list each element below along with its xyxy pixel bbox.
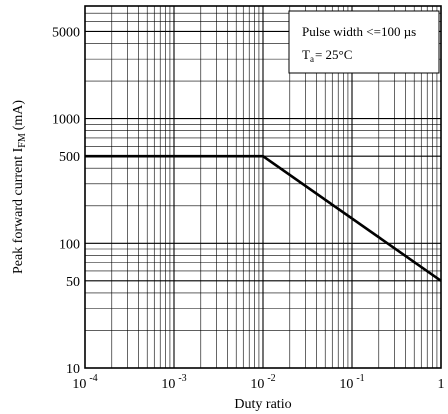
x-tick-label: 10 -3 <box>161 373 186 392</box>
y-tick-label: 5000 <box>52 25 80 40</box>
annotation-line-temp: Ta= 25°C <box>302 47 352 64</box>
y-axis-label: Peak forward current IFM (mA) <box>11 100 28 274</box>
y-axis-label-sub: FM <box>17 133 28 148</box>
x-tick-label: 10 -4 <box>72 373 97 392</box>
y-tick-label: 1000 <box>52 113 80 128</box>
annotation-t-main: T <box>302 47 310 62</box>
x-tick-label: 10 -1 <box>339 373 364 392</box>
x-tick-base: 10 <box>72 377 86 392</box>
y-axis-label-main: Peak forward current I <box>11 147 26 274</box>
x-tick-base: 1 <box>438 377 445 392</box>
x-tick-label: 10 -2 <box>250 373 275 392</box>
y-axis-label-unit: (mA) <box>11 100 26 131</box>
series-line-0 <box>85 154 442 282</box>
x-tick-exponent: -4 <box>89 373 97 384</box>
x-tick-base: 10 <box>161 377 175 392</box>
annotation-frame <box>288 10 440 74</box>
x-tick-labels: 10 -4 10 -3 10 -2 10 -1 1 <box>72 373 444 392</box>
x-tick-base: 10 <box>250 377 264 392</box>
y-tick-label: 50 <box>66 275 80 290</box>
plot-frame <box>84 5 442 369</box>
x-tick-exponent: -2 <box>267 373 275 384</box>
annotation-box: Pulse width <=100 µs Ta= 25°C <box>288 10 440 74</box>
y-tick-label: 10 <box>66 362 80 377</box>
grid <box>85 6 441 368</box>
y-tick-label: 100 <box>59 237 80 252</box>
x-tick-exponent: -3 <box>178 373 186 384</box>
series-layer <box>85 154 442 282</box>
annotation-line-pulse: Pulse width <=100 µs <box>302 24 416 39</box>
x-axis-label: Duty ratio <box>234 397 291 412</box>
annotation-t-rest: = 25°C <box>315 47 352 62</box>
x-tick-label: 1 <box>438 377 445 392</box>
y-tick-labels: 10 50 100 500 1000 5000 <box>52 25 80 377</box>
y-tick-label: 500 <box>59 150 80 165</box>
annotation-t-sub: a <box>310 54 314 64</box>
x-tick-base: 10 <box>339 377 353 392</box>
x-tick-exponent: -1 <box>356 373 364 384</box>
